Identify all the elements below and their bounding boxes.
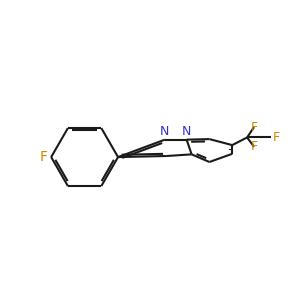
Text: F: F <box>273 131 280 144</box>
Text: N: N <box>182 125 191 138</box>
Text: N: N <box>160 125 170 138</box>
Text: F: F <box>250 121 258 134</box>
Text: F: F <box>250 140 258 153</box>
Text: F: F <box>40 150 47 164</box>
